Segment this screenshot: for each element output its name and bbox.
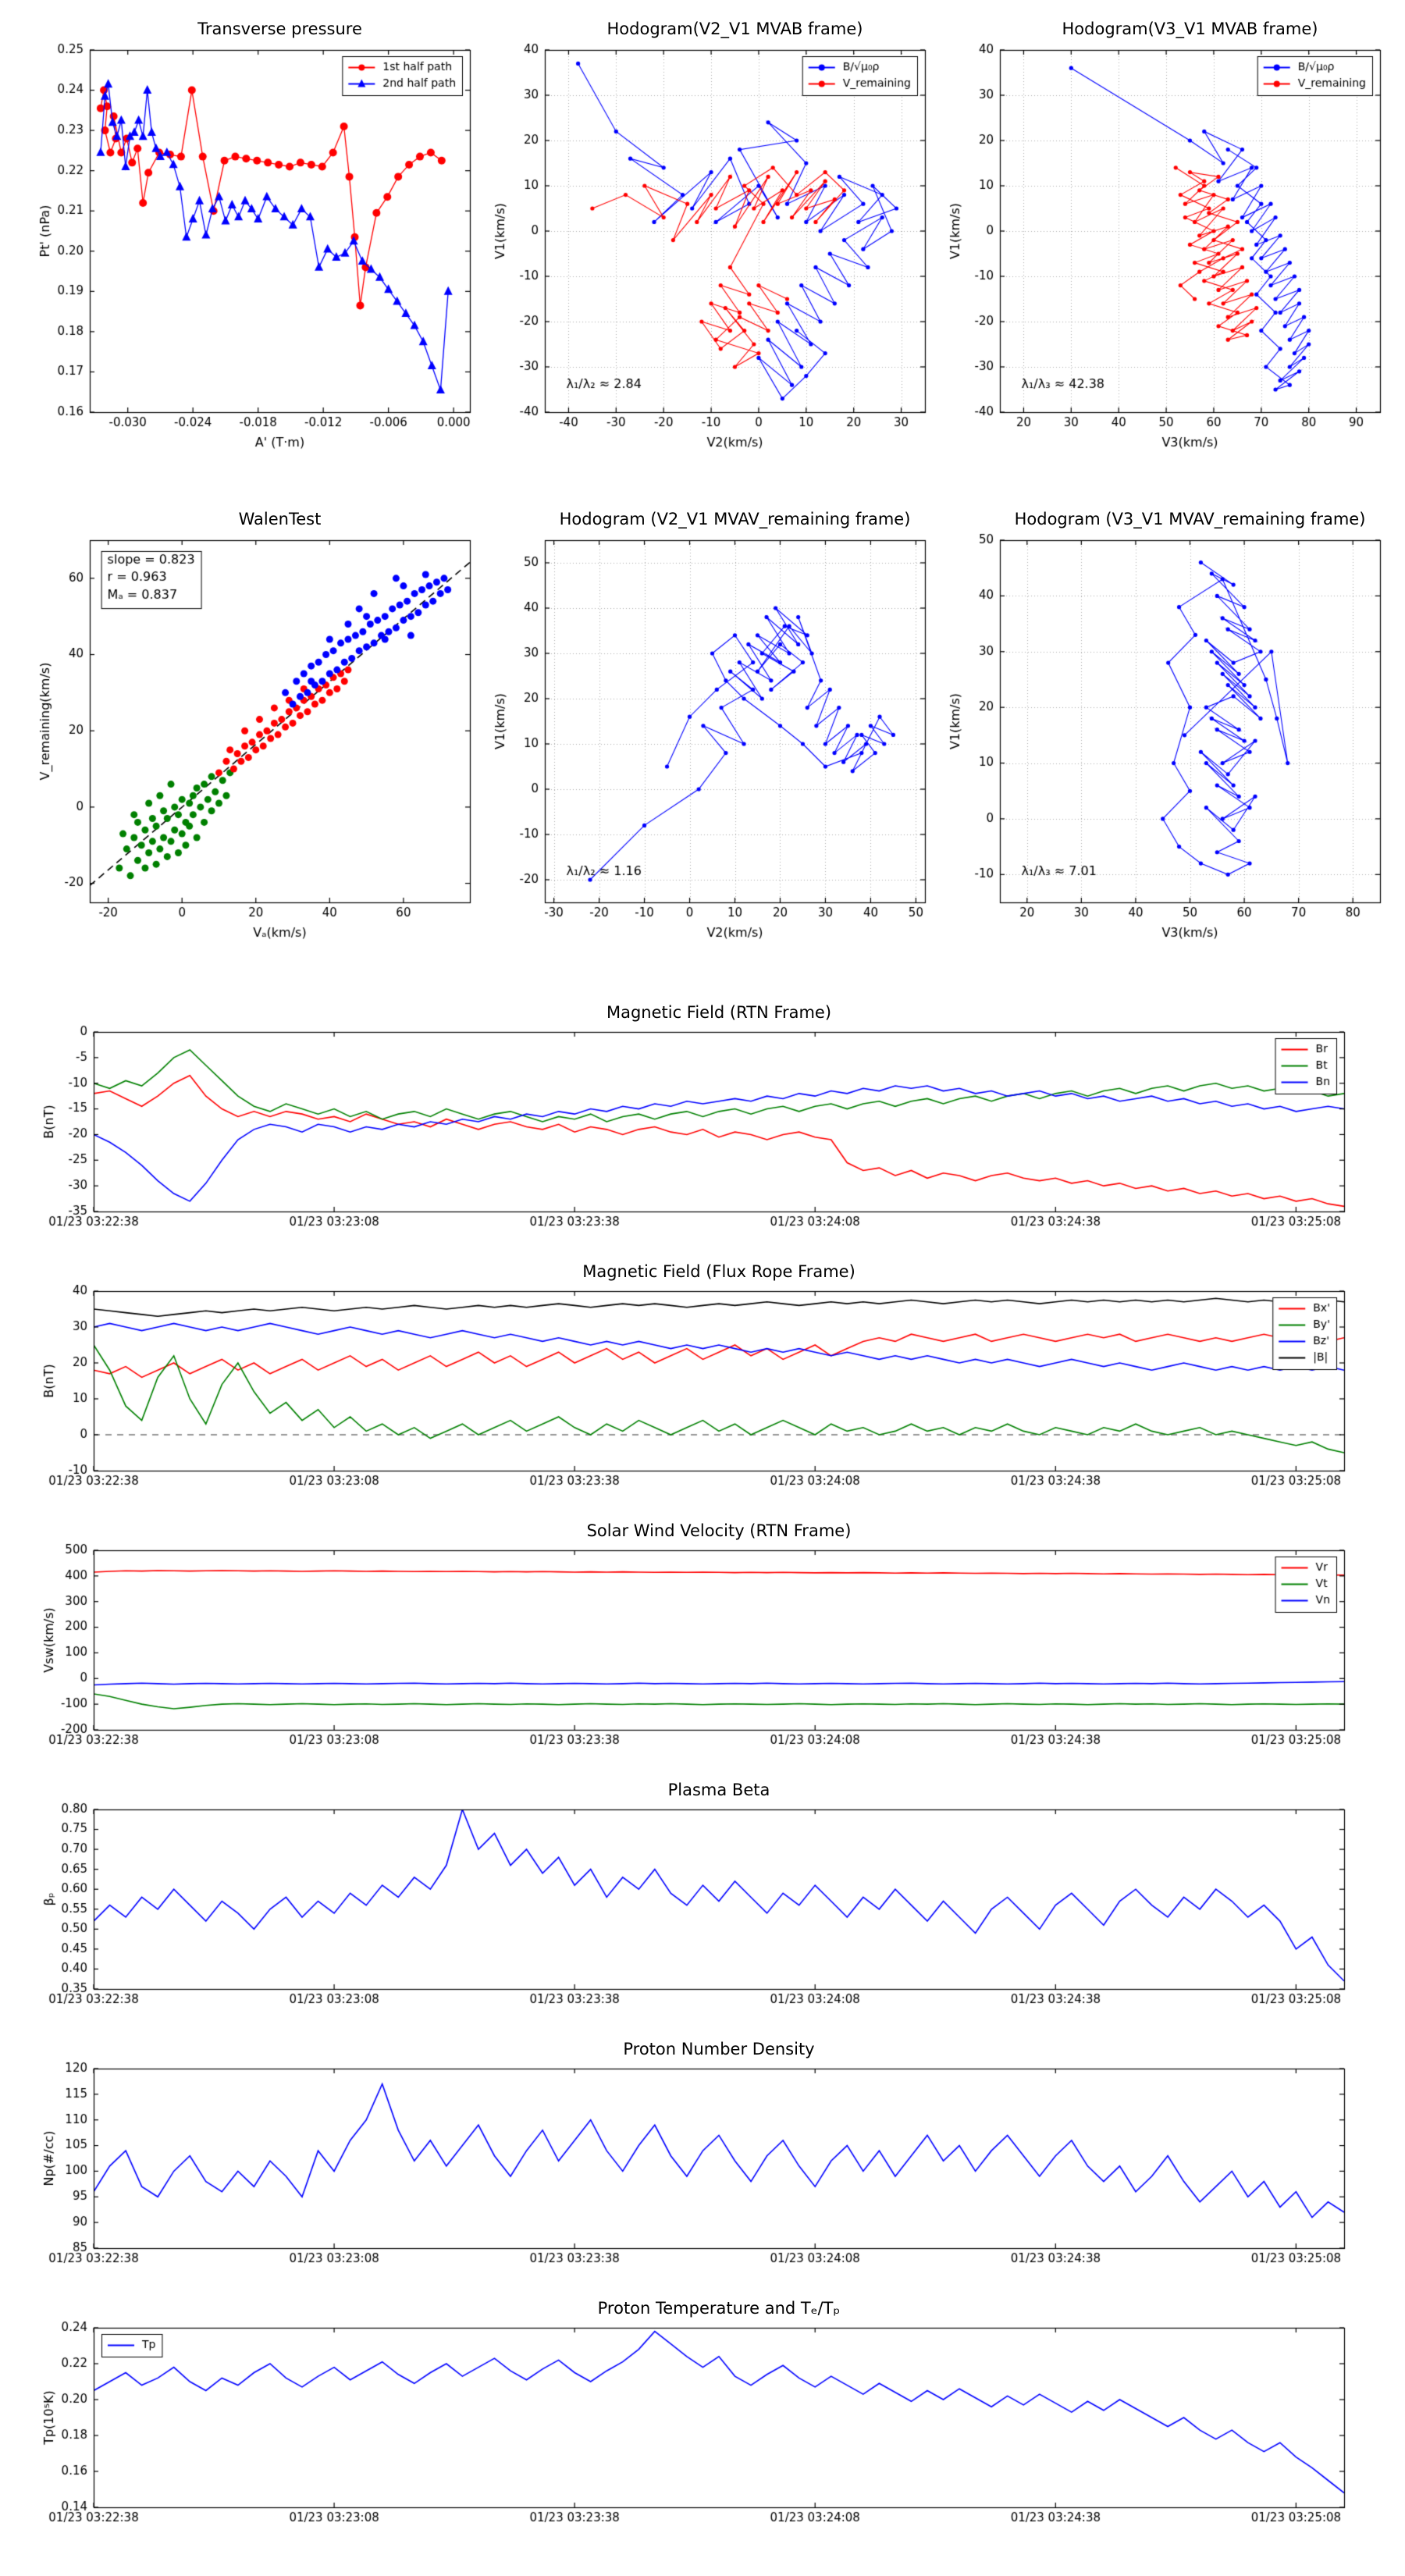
- chart-canvas-walen-test: [27, 531, 484, 952]
- chart-canvas-plasma-beta: [37, 1802, 1364, 2030]
- chart-hodogram-v2-v1-mvav: Hodogram (V2_V1 MVAV_remaining frame): [482, 507, 939, 952]
- chart-canvas-hodogram-v3-v1-mvab: [937, 41, 1394, 462]
- chart-title-walen-test: WalenTest: [238, 510, 322, 528]
- chart-title-proton-temperature: Proton Temperature and Tₑ/Tₚ: [597, 2299, 841, 2318]
- chart-title-hodogram-v2-v1-mvab: Hodogram(V2_V1 MVAB frame): [606, 20, 863, 38]
- chart-hodogram-v3-v1-mvav: Hodogram (V3_V1 MVAV_remaining frame): [937, 507, 1394, 952]
- chart-title-magnetic-field-flux-rope: Magnetic Field (Flux Rope Frame): [582, 1262, 855, 1281]
- chart-magnetic-field-flux-rope: Magnetic Field (Flux Rope Frame): [37, 1260, 1364, 1511]
- chart-title-solar-wind-velocity: Solar Wind Velocity (RTN Frame): [586, 1521, 852, 1540]
- chart-title-magnetic-field-rtn: Magnetic Field (RTN Frame): [606, 1003, 832, 1022]
- chart-solar-wind-velocity: Solar Wind Velocity (RTN Frame): [37, 1519, 1364, 1770]
- chart-hodogram-v3-v1-mvab: Hodogram(V3_V1 MVAB frame): [937, 17, 1394, 462]
- chart-canvas-proton-density: [37, 2061, 1364, 2289]
- chart-canvas-hodogram-v3-v1-mvav: [937, 531, 1394, 952]
- chart-proton-density: Proton Number Density: [37, 2037, 1364, 2289]
- chart-title-hodogram-v3-v1-mvav: Hodogram (V3_V1 MVAV_remaining frame): [1014, 510, 1366, 528]
- chart-canvas-solar-wind-velocity: [37, 1542, 1364, 1770]
- chart-canvas-hodogram-v2-v1-mvav: [482, 531, 939, 952]
- chart-magnetic-field-rtn: Magnetic Field (RTN Frame): [37, 1001, 1364, 1252]
- chart-canvas-magnetic-field-flux-rope: [37, 1283, 1364, 1511]
- chart-title-transverse-pressure: Transverse pressure: [197, 20, 362, 38]
- chart-title-hodogram-v2-v1-mvav: Hodogram (V2_V1 MVAV_remaining frame): [559, 510, 911, 528]
- chart-walen-test: WalenTest: [27, 507, 484, 952]
- chart-canvas-magnetic-field-rtn: [37, 1024, 1364, 1252]
- chart-hodogram-v2-v1-mvab: Hodogram(V2_V1 MVAB frame): [482, 17, 939, 462]
- chart-canvas-transverse-pressure: [27, 41, 484, 462]
- chart-title-plasma-beta: Plasma Beta: [667, 1781, 770, 1799]
- chart-plasma-beta: Plasma Beta: [37, 1778, 1364, 2030]
- chart-title-proton-density: Proton Number Density: [623, 2040, 815, 2058]
- chart-canvas-proton-temperature: [37, 2320, 1364, 2548]
- chart-transverse-pressure: Transverse pressure: [27, 17, 484, 462]
- chart-proton-temperature: Proton Temperature and Tₑ/Tₚ: [37, 2297, 1364, 2548]
- chart-title-hodogram-v3-v1-mvab: Hodogram(V3_V1 MVAB frame): [1062, 20, 1318, 38]
- chart-canvas-hodogram-v2-v1-mvab: [482, 41, 939, 462]
